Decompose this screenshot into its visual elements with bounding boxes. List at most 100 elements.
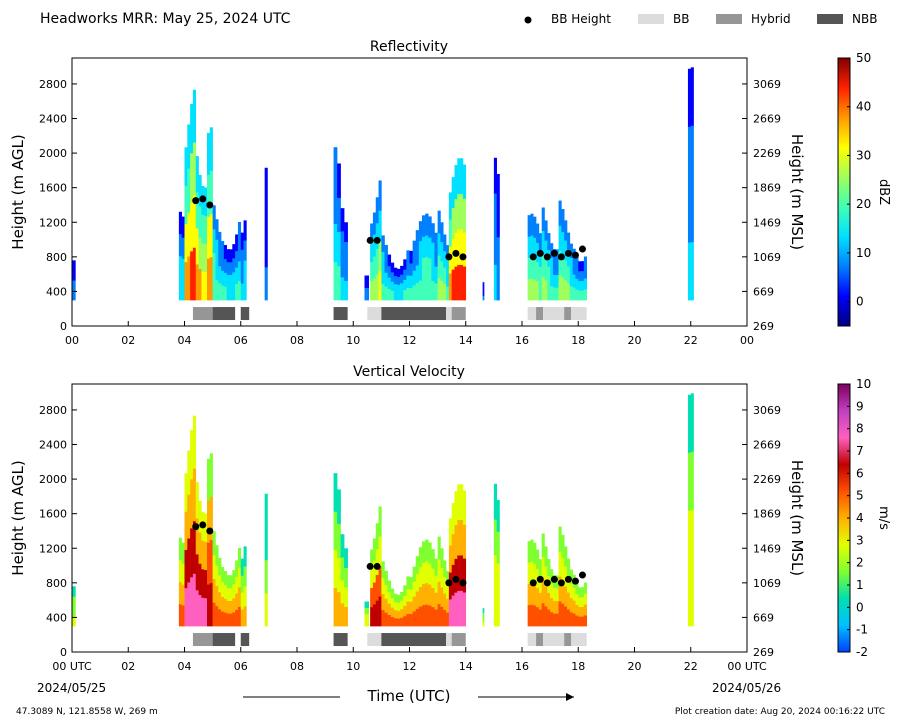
colorbar-tick-label: 0 (856, 295, 864, 309)
precip-column (462, 198, 467, 233)
precip-column (583, 289, 587, 301)
precip-column (564, 566, 568, 587)
precip-column (422, 541, 426, 563)
x-tick-label: 04 (178, 660, 192, 673)
precip-column (583, 256, 587, 268)
precip-column (337, 523, 341, 559)
precip-column (415, 591, 420, 609)
precip-column (370, 261, 374, 282)
bb-height-point (445, 579, 453, 587)
precip-column (195, 518, 199, 555)
precip-column (378, 270, 382, 301)
precip-column (547, 266, 551, 284)
precip-column (544, 606, 548, 627)
precip-column (555, 575, 559, 589)
legend-label: BB Height (551, 12, 611, 26)
precip-column (406, 588, 410, 602)
precip-column (218, 248, 222, 267)
precip-column (390, 607, 395, 618)
bb-height-point (557, 579, 565, 587)
precip-column (581, 606, 585, 617)
precip-column (530, 256, 534, 279)
bb-height-point (536, 575, 544, 583)
bb-height-point (192, 197, 200, 205)
precip-column (418, 586, 423, 607)
precip-column (232, 598, 236, 613)
precip-column (561, 208, 565, 233)
precip-column (538, 609, 542, 627)
precip-column (337, 557, 341, 593)
precip-column (226, 575, 230, 589)
bb-height-point (536, 249, 544, 257)
precip-column (541, 556, 545, 581)
precip-column (381, 235, 385, 252)
precip-column (370, 223, 374, 243)
precip-column (578, 616, 582, 627)
precip-column (460, 229, 464, 265)
precip-column (393, 593, 398, 603)
precip-column (564, 280, 568, 301)
precip-column (425, 278, 429, 301)
bb-class-segment (536, 307, 544, 321)
precip-column (390, 271, 395, 282)
precip-column (190, 528, 194, 578)
precip-column (575, 289, 579, 301)
y-tick-label: 2800 (39, 78, 67, 91)
precip-column (364, 619, 370, 627)
precip-column (190, 153, 194, 203)
precip-column (204, 187, 208, 216)
precip-column (344, 567, 348, 588)
precip-column (544, 586, 548, 607)
precip-column (558, 551, 562, 577)
reflectivity-ylabel: Height (m AGL) (9, 134, 27, 249)
x-tick-label: 02 (121, 334, 135, 347)
precip-column (409, 275, 413, 289)
precip-column (397, 602, 401, 611)
precip-column (496, 499, 500, 532)
precip-column (446, 286, 450, 301)
precip-column (583, 267, 587, 279)
precip-column (527, 541, 531, 563)
precip-column (221, 241, 225, 257)
legend-label: BB (673, 12, 689, 26)
precip-column (209, 453, 213, 497)
station-coordinates: 47.3089 N, 121.8558 W, 269 m (16, 707, 158, 717)
y-tick-label: 1600 (39, 508, 67, 521)
precip-column (207, 174, 211, 217)
precip-column (378, 566, 382, 597)
legend-swatch (817, 14, 843, 24)
precip-column (687, 242, 692, 301)
precip-column (223, 286, 227, 301)
precip-column (207, 132, 211, 175)
precip-column (195, 482, 199, 519)
precip-column (530, 539, 534, 562)
precip-column (460, 590, 464, 627)
x-tick-label: 00 (740, 334, 754, 347)
precip-column (425, 235, 429, 258)
precip-column (370, 549, 374, 569)
legend-label: NBB (852, 12, 877, 26)
precip-column (243, 566, 247, 587)
precip-column (572, 587, 576, 601)
precip-column (418, 606, 423, 627)
precip-column (400, 591, 404, 601)
precip-column (578, 596, 582, 607)
precip-column (190, 430, 194, 480)
precip-column (437, 536, 441, 560)
precip-column (372, 604, 377, 627)
precip-column (496, 237, 500, 269)
precip-column (187, 538, 191, 583)
precip-column (541, 579, 545, 604)
x-tick-label: 02 (121, 660, 135, 673)
precip-column (482, 291, 485, 296)
precip-column (221, 611, 225, 627)
precip-column (198, 174, 202, 207)
precip-column (434, 266, 438, 284)
precip-column (340, 254, 345, 278)
precip-column (454, 266, 458, 301)
precip-column (440, 261, 444, 281)
precip-column (403, 595, 407, 607)
precip-column (409, 601, 413, 615)
legend-swatch (638, 14, 664, 24)
precip-column (198, 268, 202, 301)
